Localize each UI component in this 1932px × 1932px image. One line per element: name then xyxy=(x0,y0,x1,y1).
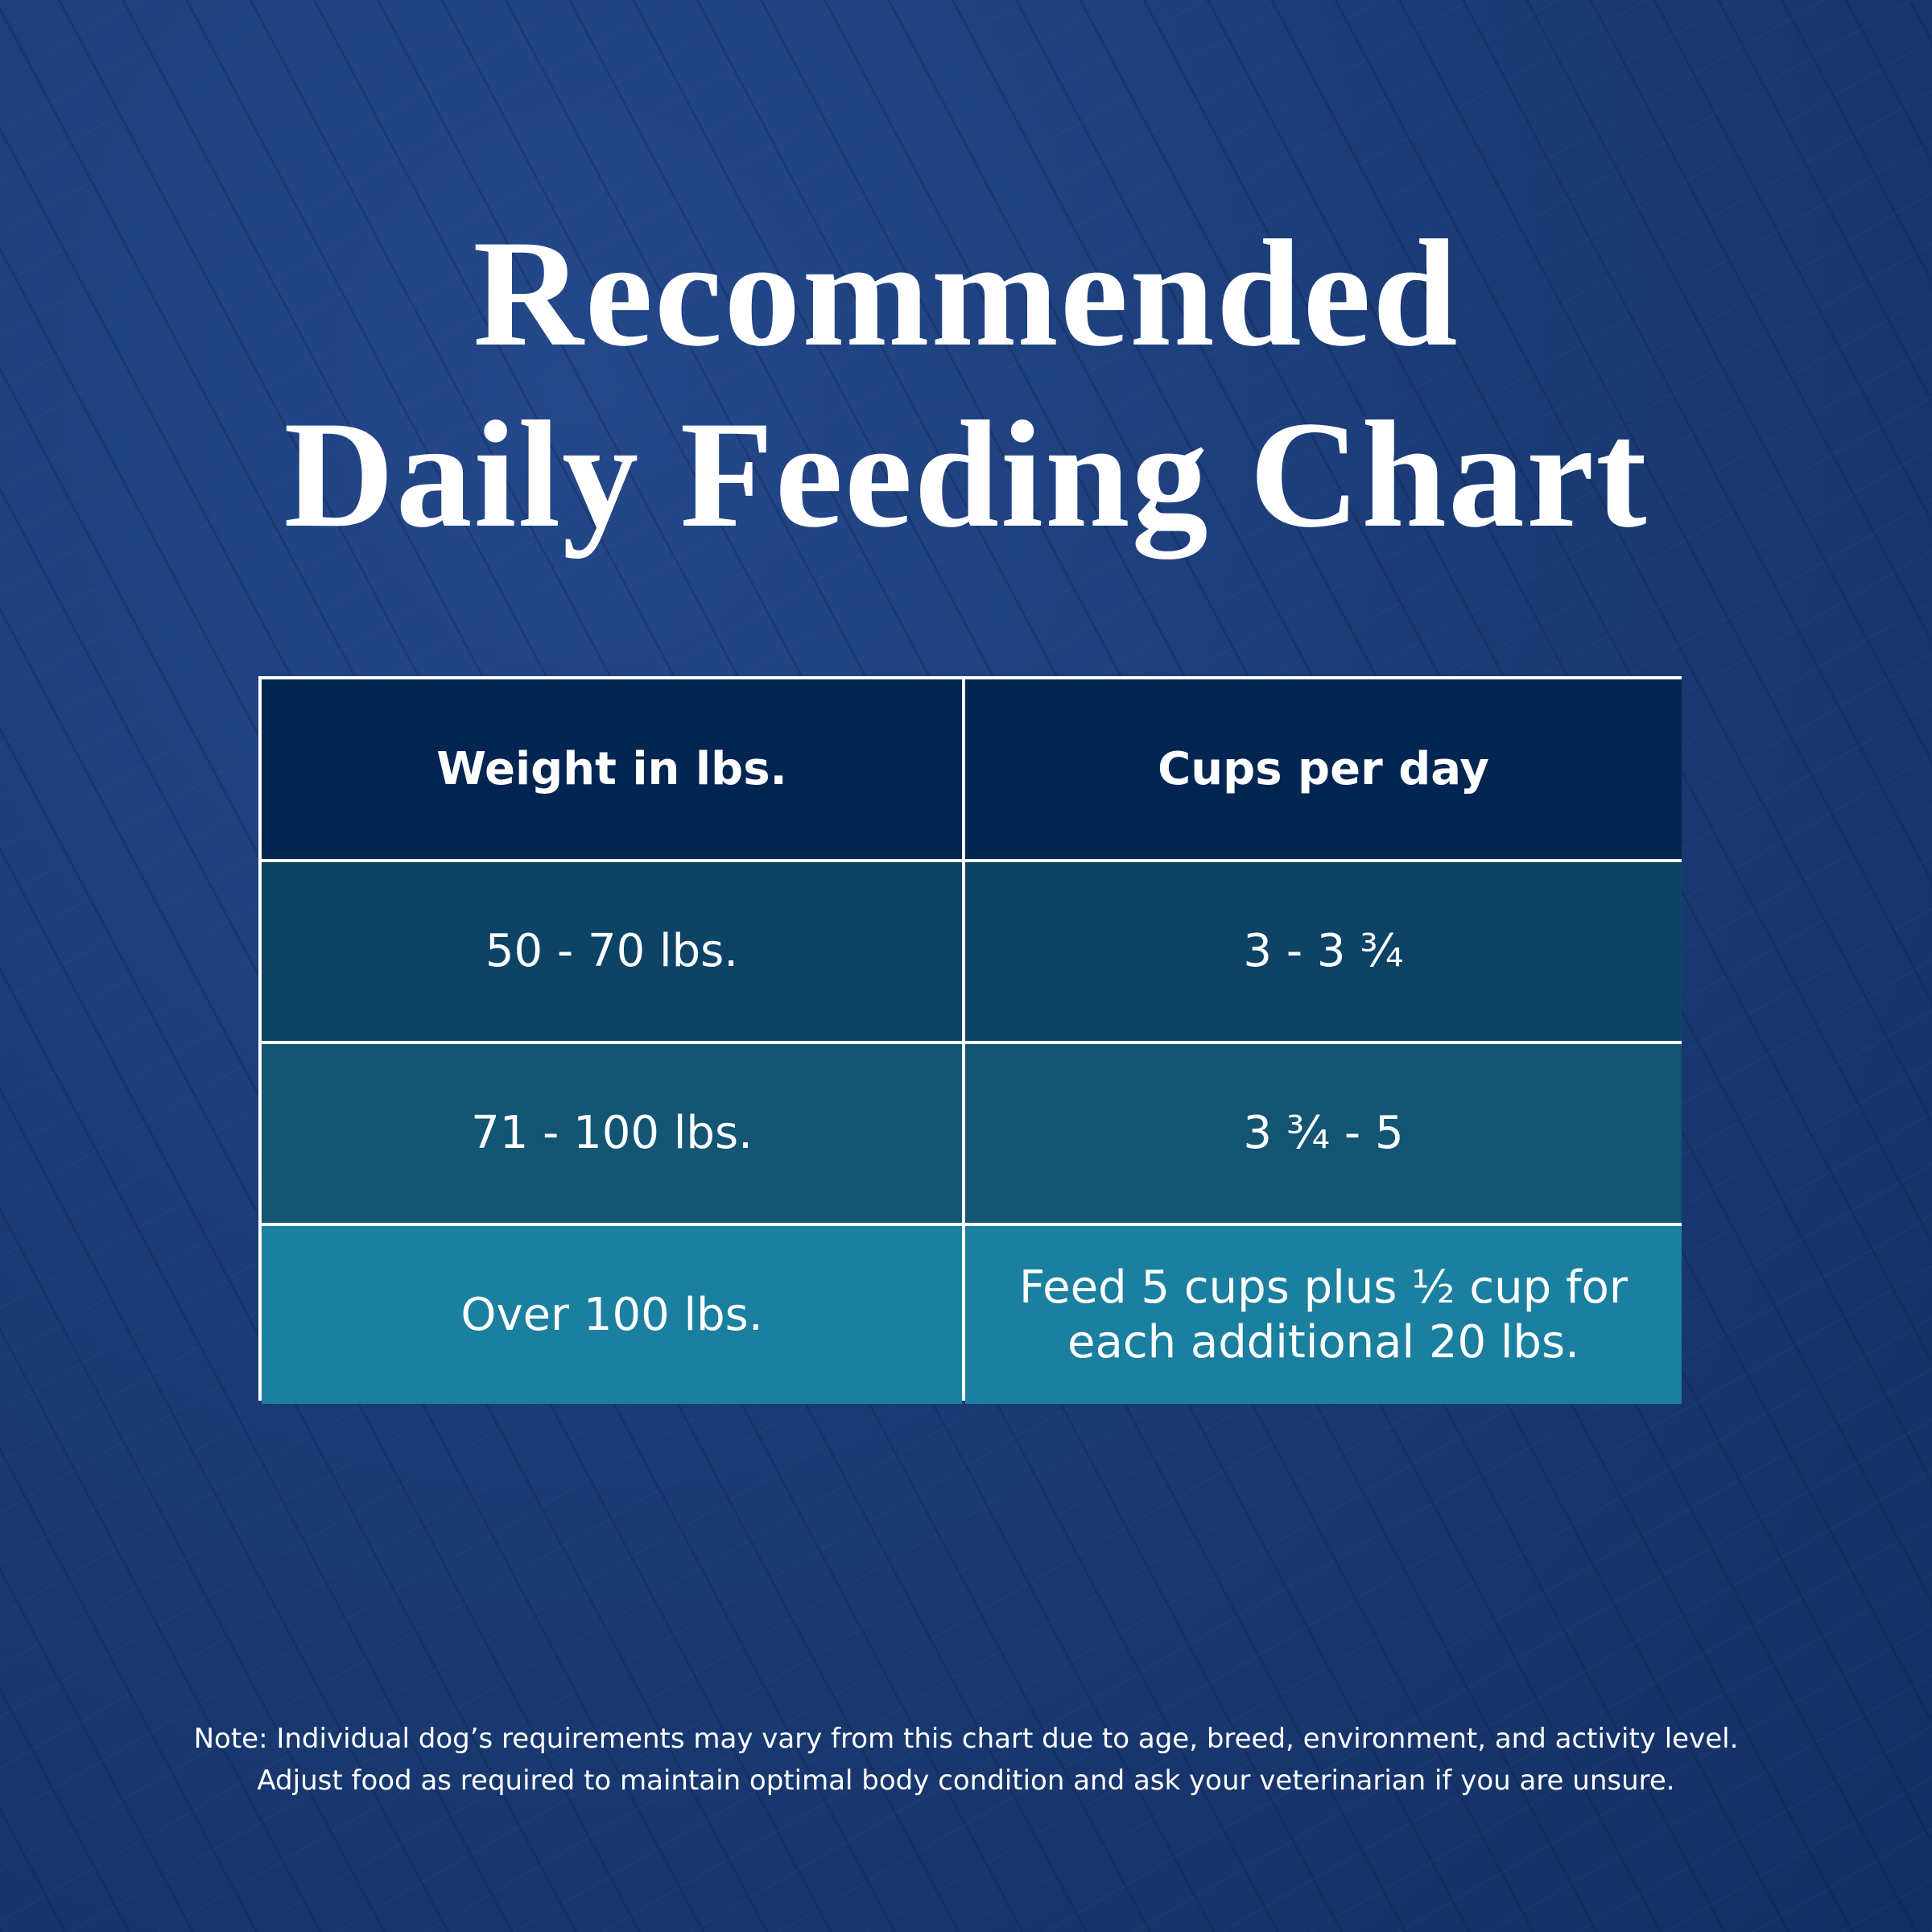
header-cell: Cups per day xyxy=(965,679,1682,859)
feeding-table: Weight in lbs. Cups per day 50 - 70 lbs.… xyxy=(258,676,1682,1404)
title-line: Recommended xyxy=(473,209,1459,378)
header-cell: Weight in lbs. xyxy=(262,679,962,859)
table-cell: 71 - 100 lbs. xyxy=(262,1044,962,1223)
table-cell: 50 - 70 lbs. xyxy=(262,862,962,1041)
table-cell: 3 - 3 ¾ xyxy=(965,862,1682,1041)
note-line: Note: Individual dog’s requirements may … xyxy=(193,1723,1739,1755)
table-cell: Feed 5 cups plus ½ cup for each addition… xyxy=(965,1226,1682,1404)
table-cell: Over 100 lbs. xyxy=(262,1226,962,1404)
cell-line: each additional 20 lbs. xyxy=(1067,1315,1579,1368)
table-cell: 3 ¾ - 5 xyxy=(965,1044,1682,1223)
title-line: Daily Feeding Chart xyxy=(283,390,1649,559)
note-line: Adjust food as required to maintain opti… xyxy=(257,1765,1675,1797)
cell-line: Feed 5 cups plus ½ cup for xyxy=(1019,1261,1628,1315)
